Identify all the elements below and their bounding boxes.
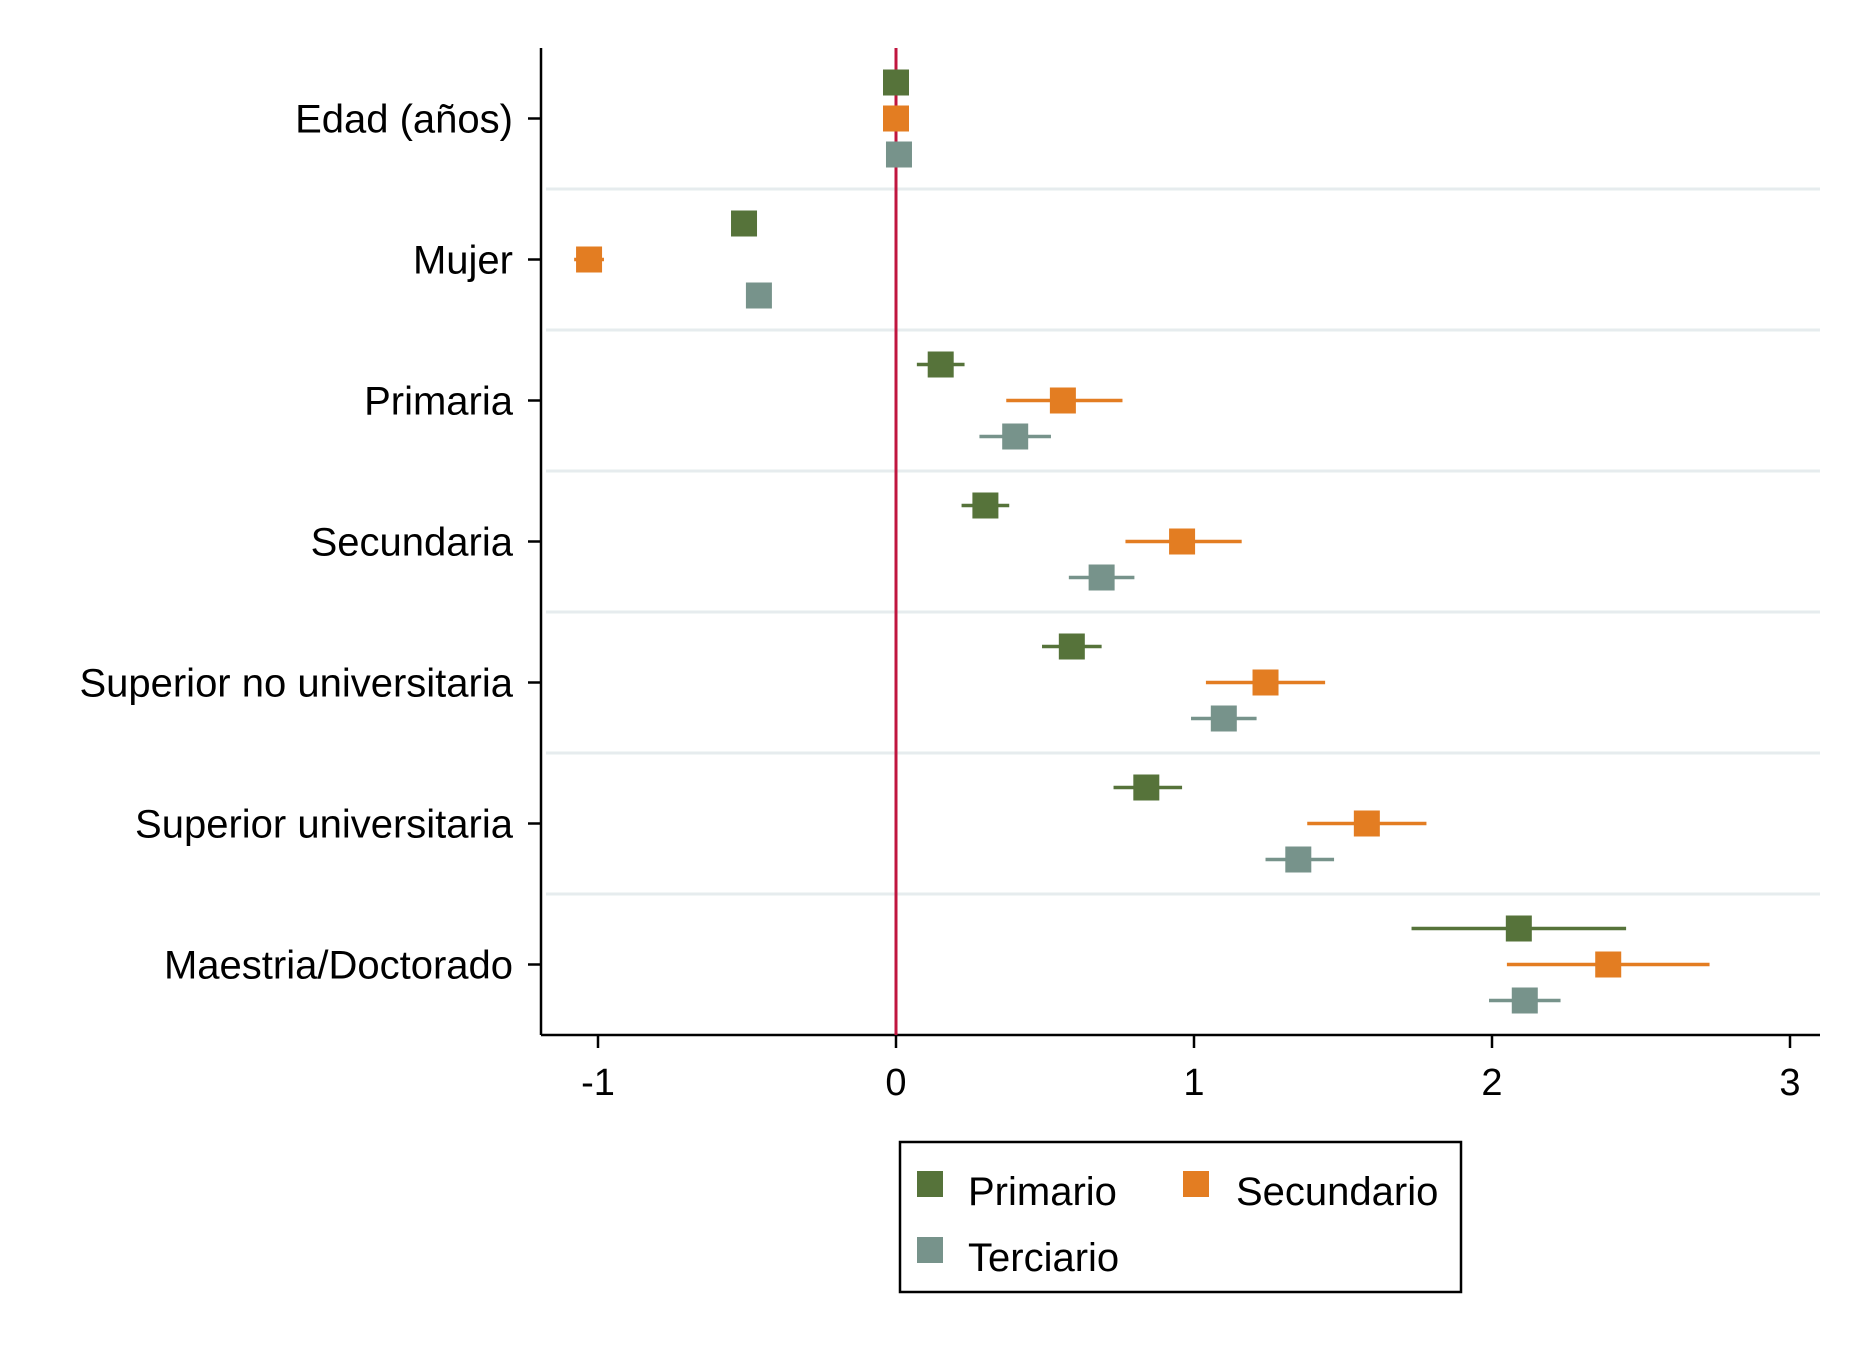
- point-marker: [885, 141, 912, 168]
- point-marker: [1353, 810, 1380, 837]
- axes-layer: Edad (años) Mujer Primaria Secundaria Superi…: [79, 48, 1820, 1104]
- y-tick-label: Superior no universitaria: [79, 662, 513, 706]
- y-tick-label: Secundaria: [311, 521, 514, 565]
- point-marker: [1595, 951, 1622, 978]
- point-marker: [927, 351, 954, 378]
- point-marker: [731, 210, 758, 237]
- legend: Primario Secundario Terciario: [898, 1140, 1463, 1294]
- point-marker: [1285, 846, 1312, 873]
- point-marker: [1210, 705, 1237, 732]
- legend-box: [898, 1140, 1463, 1294]
- x-tick-label: 1: [1183, 1062, 1204, 1104]
- point-marker: [1049, 387, 1076, 414]
- point-marker: [883, 105, 909, 132]
- point-marker: [1088, 564, 1115, 591]
- x-tick-label: -1: [581, 1062, 615, 1104]
- marks-layer: [574, 69, 1710, 1014]
- point-marker: [1058, 633, 1085, 660]
- legend-label: Primario: [968, 1170, 1117, 1214]
- legend-label: Secundario: [1236, 1170, 1438, 1214]
- point-marker: [1133, 774, 1160, 801]
- point-marker: [1252, 669, 1279, 696]
- x-tick-label: 3: [1779, 1062, 1800, 1104]
- legend-swatch: [1183, 1171, 1209, 1197]
- y-tick-label: Edad (años): [295, 98, 513, 142]
- point-marker: [1511, 987, 1538, 1014]
- point-marker: [745, 282, 772, 309]
- point-marker: [576, 246, 603, 273]
- point-marker: [883, 69, 909, 96]
- y-tick-label: Superior universitaria: [135, 803, 514, 847]
- x-tick-label: 2: [1481, 1062, 1502, 1104]
- legend-label: Terciario: [968, 1236, 1119, 1280]
- point-marker: [972, 492, 999, 519]
- point-marker: [1169, 528, 1196, 555]
- legend-swatch: [917, 1171, 943, 1197]
- y-tick-label: Primaria: [364, 380, 514, 424]
- x-tick-label: 0: [885, 1062, 906, 1104]
- grid-layer: [546, 187, 1820, 896]
- y-tick-label: Mujer: [413, 239, 513, 283]
- y-tick-label: Maestria/Doctorado: [164, 944, 513, 988]
- point-marker: [1505, 915, 1532, 942]
- legend-swatch: [917, 1237, 943, 1263]
- point-marker: [1002, 423, 1029, 450]
